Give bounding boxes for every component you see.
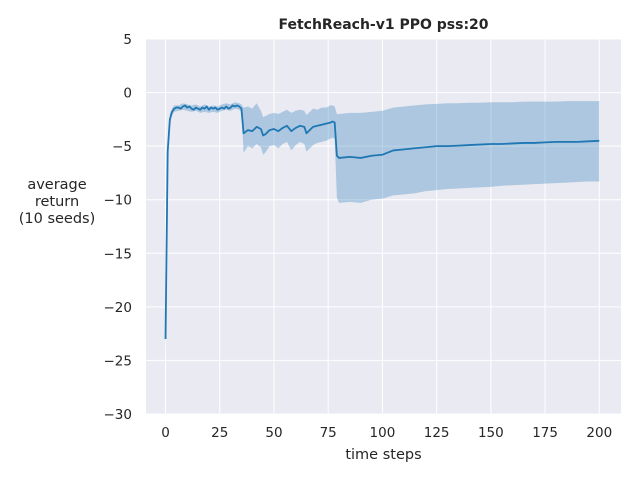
x-tick-label: 75: [320, 425, 337, 441]
y-tick-label: −10: [104, 193, 133, 209]
x-tick-label: 175: [532, 425, 558, 441]
x-tick-label: 50: [265, 425, 282, 441]
y-axis-label-line: average: [27, 177, 86, 193]
x-tick-label: 150: [478, 425, 504, 441]
y-tick-labels: 5 0 −5 −10 −15 −20 −25 −30: [104, 32, 133, 423]
y-axis-label-line: return: [35, 194, 79, 210]
chart-title: FetchReach-v1 PPO pss:20: [278, 17, 488, 33]
y-tick-label: 5: [123, 32, 132, 48]
y-tick-label: −15: [104, 246, 133, 262]
mean-line-layer: [164, 104, 600, 340]
y-tick-label: −5: [112, 139, 132, 155]
x-axis-label: time steps: [345, 447, 421, 463]
x-tick-label: 100: [370, 425, 396, 441]
x-tick-label: 0: [161, 425, 170, 441]
mean-return-line: [164, 104, 600, 340]
y-axis-label-line: (10 seeds): [19, 211, 96, 227]
x-tick-labels: 0 25 50 75 100 125 150 175 200: [161, 425, 612, 441]
plot-background: [146, 39, 621, 414]
y-tick-label: −25: [104, 353, 133, 369]
y-tick-label: −30: [104, 407, 133, 423]
x-tick-label: 25: [211, 425, 228, 441]
x-tick-label: 125: [424, 425, 450, 441]
grid-lines: [146, 38, 621, 415]
y-tick-label: −20: [104, 300, 133, 316]
y-axis-label: average return (10 seeds): [19, 177, 96, 227]
confidence-band-layer: [165, 101, 600, 363]
x-tick-label: 200: [586, 425, 612, 441]
confidence-band: [165, 101, 600, 363]
y-tick-label: 0: [123, 86, 132, 102]
